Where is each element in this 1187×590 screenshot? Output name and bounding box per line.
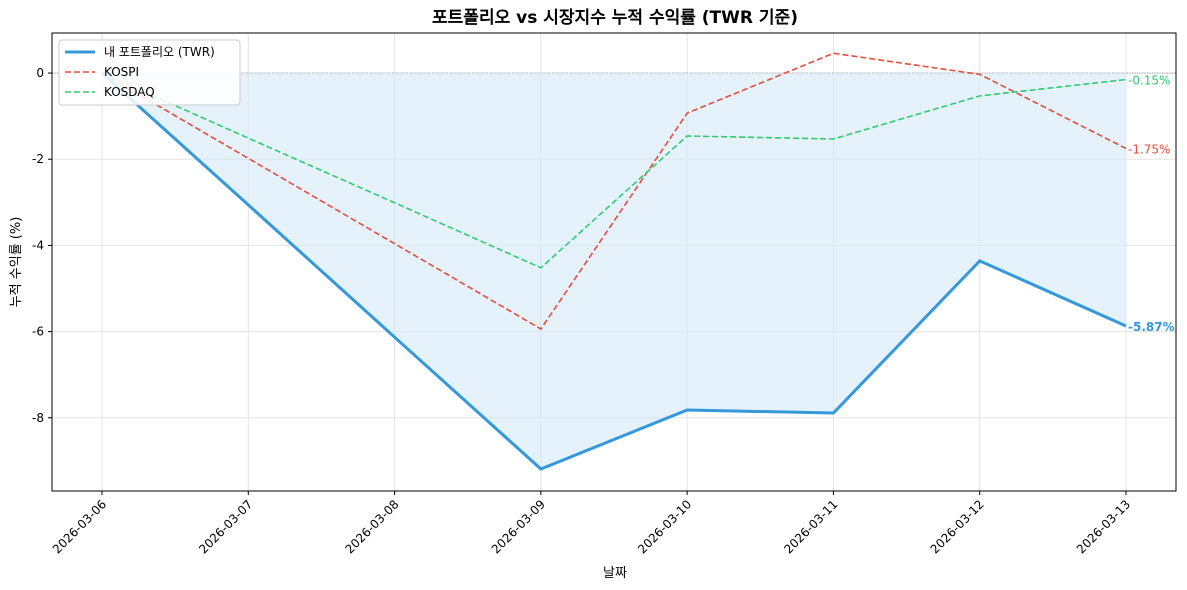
y-tick-label: -4 (32, 238, 44, 252)
y-tick-label: -6 (32, 325, 44, 339)
y-tick-label: -8 (32, 411, 44, 425)
x-tick-label: 2026-03-06 (50, 497, 109, 556)
end-label: -5.87% (1128, 320, 1175, 334)
legend: 내 포트폴리오 (TWR) KOSPI KOSDAQ (58, 39, 241, 106)
legend-label: KOSDAQ (104, 85, 155, 99)
legend-label: KOSPI (104, 65, 139, 79)
x-axis-label: 날짜 (603, 566, 627, 581)
end-label: -1.75% (1128, 142, 1170, 156)
series-line-kosdaq (101, 72, 1127, 269)
portfolio-fill-area (102, 73, 1126, 470)
x-tick-label: 2026-03-11 (781, 497, 840, 556)
y-tick-label: 0 (36, 66, 44, 80)
end-label: -0.15% (1128, 74, 1170, 88)
x-tick-label: 2026-03-13 (1074, 497, 1133, 556)
x-tick-label: 2026-03-07 (196, 497, 255, 556)
fill-area (102, 73, 1126, 470)
series-line-portfolio (100, 71, 1127, 471)
legend-box (58, 39, 241, 106)
plot-frame (51, 32, 1177, 492)
y-axis-label: 누적 수익률 (%) (9, 217, 24, 308)
series-lines: -1.75% -0.15% -5.87% (100, 52, 1175, 471)
y-tick-label: -2 (32, 152, 44, 166)
x-tick-label: 2026-03-08 (342, 497, 401, 556)
x-tick-label: 2026-03-12 (928, 497, 987, 556)
legend-label: 내 포트폴리오 (TWR) (104, 45, 215, 59)
x-tick-label: 2026-03-10 (635, 497, 694, 556)
chart-title: 포트폴리오 vs 시장지수 누적 수익률 (TWR 기준) (432, 8, 798, 28)
x-tick-label: 2026-03-09 (489, 497, 548, 556)
